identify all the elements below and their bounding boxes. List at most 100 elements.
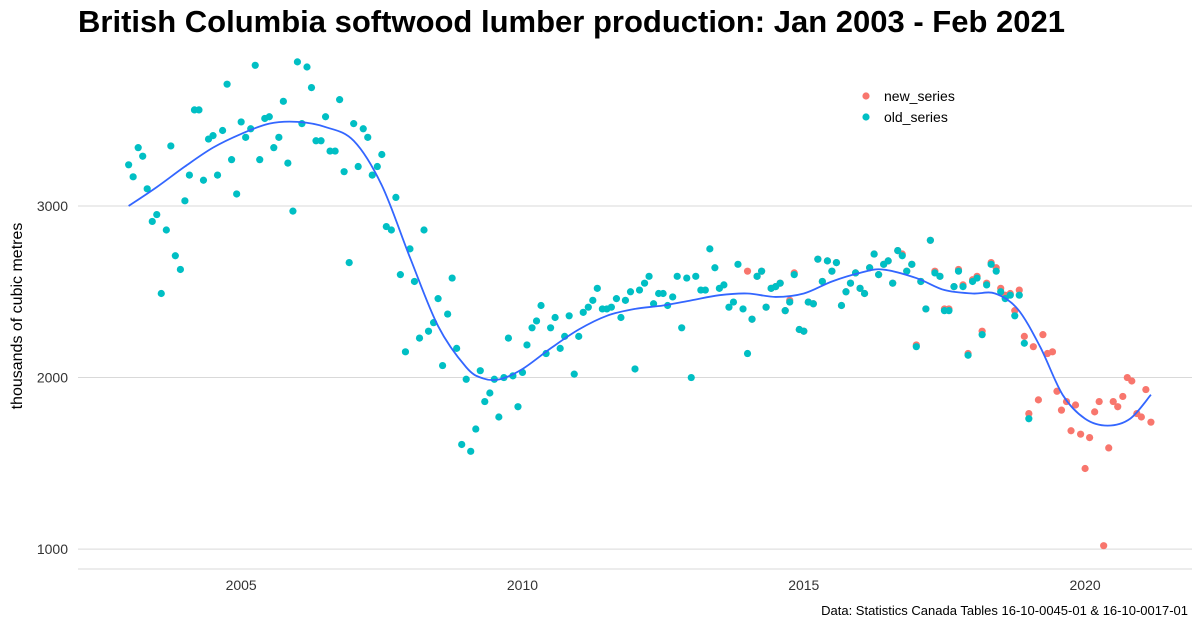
old_series-point: [748, 315, 756, 323]
old_series-point: [640, 279, 649, 287]
old_series-point: [532, 317, 541, 325]
old_series-point: [631, 365, 639, 373]
old_series-point: [438, 361, 447, 370]
old_series-point: [462, 375, 470, 383]
old_series-point: [926, 236, 934, 244]
old_series-point: [213, 171, 222, 179]
old_series-point: [954, 267, 963, 275]
old_series-point: [701, 286, 709, 294]
old_series-point: [556, 344, 564, 352]
old_series-point: [912, 343, 920, 351]
old_series-point: [626, 288, 635, 296]
old_series-point: [134, 144, 142, 152]
old_series-point: [570, 370, 578, 378]
old_series-point: [181, 197, 189, 205]
old_series-point: [321, 113, 330, 121]
old_series-point: [959, 283, 967, 291]
old_series-point: [818, 277, 826, 286]
old_series-point: [410, 277, 419, 286]
old_series-point: [415, 334, 424, 342]
old_series-point: [743, 349, 752, 358]
new_series-point: [1091, 408, 1099, 416]
old_series-point: [153, 210, 161, 219]
old_series-point: [950, 283, 958, 291]
old_series-point: [242, 133, 250, 141]
old_series-point: [1011, 312, 1019, 320]
old_series-point: [336, 96, 344, 104]
x-tick-label: 2015: [788, 577, 819, 593]
old_series-point: [167, 142, 175, 150]
old_series-point: [832, 259, 841, 267]
old_series-point: [279, 97, 287, 105]
old_series-point: [565, 312, 573, 320]
old_series-point: [589, 296, 597, 304]
new_series-point: [743, 267, 752, 275]
trend-line-group: [128, 120, 1152, 427]
old_series-point: [635, 286, 644, 294]
old_series-point: [359, 125, 367, 133]
new_series-point: [1119, 392, 1127, 401]
new_series-point: [1142, 385, 1150, 394]
old_series-point: [504, 334, 513, 342]
old_series-point: [936, 272, 944, 280]
old_series-point: [373, 162, 381, 171]
old_series-point: [171, 252, 179, 260]
old_series-point: [401, 348, 410, 356]
old_series-point: [903, 267, 911, 275]
legend-label-old_series: old_series: [884, 109, 948, 125]
old_series-point: [781, 307, 789, 315]
old_series-point: [706, 245, 714, 253]
new_series-point: [1015, 286, 1023, 294]
old_series-point: [964, 351, 972, 359]
old_series-point: [734, 260, 742, 268]
data-points: [125, 58, 1155, 550]
old_series-point: [617, 313, 625, 322]
old_series-point: [307, 83, 316, 92]
old_series-point: [382, 222, 390, 231]
old_series-point: [350, 120, 358, 128]
old_series-point: [842, 288, 850, 296]
old_series-point: [669, 293, 677, 301]
new_series-point: [1057, 406, 1066, 414]
chart-caption: Data: Statistics Canada Tables 16-10-004…: [821, 603, 1188, 618]
old_series-point: [607, 303, 615, 311]
old_series-point: [265, 113, 273, 121]
old_series-point: [326, 147, 334, 155]
old_series-point: [1006, 291, 1014, 299]
old_series-point: [275, 133, 283, 141]
old_series-point: [148, 217, 156, 226]
new_series-point: [1114, 403, 1122, 411]
old_series-point: [856, 284, 864, 292]
old_series-point: [420, 226, 428, 234]
old_series-point: [378, 150, 386, 159]
old_series-point: [340, 168, 348, 176]
old_series-point: [860, 289, 869, 298]
x-tick-label: 2010: [507, 577, 538, 593]
old_series-point: [1025, 415, 1033, 423]
old_series-point: [579, 308, 587, 316]
new_series-point: [1034, 396, 1043, 404]
new_series-point: [1025, 409, 1033, 418]
old_series-point: [575, 332, 583, 340]
old_series-point: [162, 226, 170, 234]
old_series-point: [593, 284, 601, 292]
y-tick-label: 2000: [37, 370, 68, 386]
old_series-point: [1015, 291, 1023, 299]
old_series-point: [725, 303, 733, 311]
old_series-point: [331, 147, 339, 155]
old_series-point: [481, 397, 489, 406]
old_series-point: [683, 274, 691, 282]
old_series-point: [711, 264, 719, 272]
old_series-point: [945, 307, 953, 315]
old_series-point: [692, 272, 700, 280]
old_series-point: [303, 63, 311, 71]
old_series-point: [537, 301, 545, 310]
old_series-point: [786, 298, 794, 306]
old_series-point: [143, 185, 151, 193]
legend: new_series old_series: [862, 88, 955, 125]
new_series-point: [1095, 397, 1103, 406]
old_series-point: [757, 267, 766, 275]
new_series-point: [1029, 343, 1037, 351]
old_series-point: [889, 279, 897, 287]
old_series-point: [218, 126, 227, 135]
